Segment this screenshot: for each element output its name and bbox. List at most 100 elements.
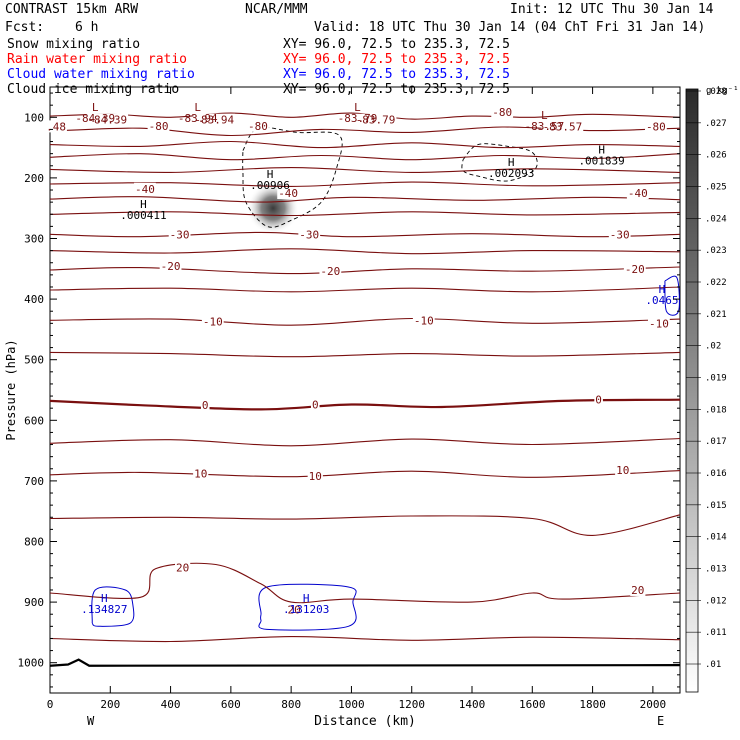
contour-label: -83.79 (356, 114, 396, 127)
colorbar-tick-label: .017 (705, 437, 727, 447)
legend-entry-name: Rain water mixing ratio (7, 52, 187, 67)
y-axis-title: Pressure (hPa) (4, 339, 18, 440)
colorbar-tick-label: .014 (705, 533, 727, 543)
temperature-contour (49, 266, 681, 275)
extremum-value: .000411 (120, 209, 166, 222)
y-tick-label: 1000 (18, 657, 45, 670)
contour-label: 10 (616, 464, 629, 477)
temperature-contour (49, 181, 681, 187)
x-tick-label: 1400 (459, 698, 486, 711)
extremum-value: -83.57 (524, 120, 564, 133)
colorbar-tick-label: .026 (705, 151, 727, 161)
contour-label: -30 (170, 228, 190, 241)
temperature-contour (49, 636, 681, 643)
contour-label-bg (200, 399, 210, 412)
contour-label-bg (615, 463, 631, 476)
colorbar-tick-label: .015 (705, 501, 727, 511)
x-tick-label: 200 (100, 698, 120, 711)
contour-label: -80 (248, 120, 268, 133)
x-tick-label: 0 (47, 698, 54, 711)
extremum-value: .131203 (283, 603, 329, 616)
colorbar-tick-label: .018 (705, 405, 727, 415)
temperature-contour (49, 112, 681, 120)
contour-label-bg (310, 398, 320, 411)
colorbar-tick-label: .01 (705, 660, 721, 670)
temperature-contour (49, 286, 681, 293)
x-tick-label: 600 (221, 698, 241, 711)
fcst-label: Fcst: (5, 20, 44, 35)
extremum-value: .002093 (488, 167, 534, 180)
extremum-value: .00906 (250, 179, 290, 192)
contour-label-bg (541, 120, 584, 133)
contour-label: -20 (161, 260, 181, 273)
y-tick-label: 500 (24, 354, 44, 367)
contour-label-bg (594, 393, 603, 406)
extremum-marker: L (354, 101, 361, 114)
temperature-contour (49, 126, 681, 137)
y-tick-label: 700 (24, 475, 44, 488)
extremum-marker: L (92, 101, 99, 114)
y-tick-label: 300 (24, 233, 44, 246)
contour-label: -83.94 (194, 114, 234, 127)
x-tick-label: 1000 (338, 698, 365, 711)
contour-label: -84.39 (87, 114, 127, 127)
contour-label: 20 (288, 603, 301, 616)
contour-label: 0 (312, 399, 319, 412)
extremum-value: -83.94 (178, 112, 218, 125)
contour-label: -10 (203, 316, 223, 329)
contour-label: 10 (194, 468, 207, 481)
contour-label: 10 (309, 470, 322, 483)
colorbar: .01 .011 .012 .013 .014 .015 .016 .017 .018 .019.… (685, 87, 727, 693)
y-tick-label: 100 (24, 111, 44, 124)
org-label: NCAR/MMM (245, 2, 308, 17)
contour-label-bg (193, 113, 236, 126)
legend: Snow mixing ratio XY= 96.0, 72.5 to 235.3… (7, 37, 510, 97)
extremum-value: .134827 (81, 603, 127, 616)
y-tick-label: 200 (24, 172, 44, 185)
temperature-contour (49, 196, 681, 203)
extremum-marker: L (194, 101, 201, 114)
extremum-value: -83.79 (338, 112, 378, 125)
contour-label: 20 (631, 584, 644, 597)
legend-entry-xy: XY= 96.0, 72.5 to 235.3, 72.5 (283, 82, 510, 97)
colorbar-tick-label: .013 (705, 565, 727, 575)
contour-label: -20 (320, 265, 340, 278)
contour-label-bg (491, 105, 514, 118)
contour-label-bg (298, 228, 321, 241)
y-tick-label: 900 (24, 596, 44, 609)
contour-label-bg (159, 259, 182, 272)
extremum-marker: H (508, 156, 515, 169)
extremum-value: .001839 (578, 155, 624, 168)
colorbar-tick-label: .023 (705, 246, 727, 256)
temperature-contour (49, 437, 681, 447)
contour-label-bg (412, 314, 435, 327)
contour-label: -20 (625, 263, 645, 276)
contour-label-bg (193, 467, 209, 480)
temperature-contour (49, 470, 681, 478)
contour-label-bg (147, 119, 170, 132)
plot-frame (49, 86, 681, 694)
contour-label-bg (86, 113, 129, 126)
contour-label-bg (286, 603, 302, 616)
legend-entry-name: Cloud ice mixing ratio (7, 82, 179, 97)
y-tick-label: 400 (24, 293, 44, 306)
terrain-surface-line (49, 658, 681, 667)
contour-label: -40 (135, 183, 155, 196)
contour-label: .48 (46, 120, 66, 133)
x-tick-label: 2000 (640, 698, 667, 711)
colorbar-tick-label: .021 (705, 310, 727, 320)
contour-label: -83.57 (543, 120, 583, 133)
contour-label-bg (630, 583, 646, 596)
contour-label-bg (201, 315, 224, 328)
extremum-marker: L (541, 109, 548, 122)
cloud-water-contour (91, 586, 135, 627)
colorbar-tick-label: .027 (705, 119, 727, 129)
contour-label-bg (626, 187, 649, 200)
axes: 0 200 400 600 800 1000 1200 1400 1600 1800 2000100… (18, 87, 680, 711)
extremum-marker: H (267, 168, 274, 181)
colorbar-tick-label: .025 (705, 183, 727, 193)
colorbar-tick-label: .02 (705, 342, 721, 352)
y-tick-label: 600 (24, 414, 44, 427)
contour-label-bg (319, 265, 342, 278)
